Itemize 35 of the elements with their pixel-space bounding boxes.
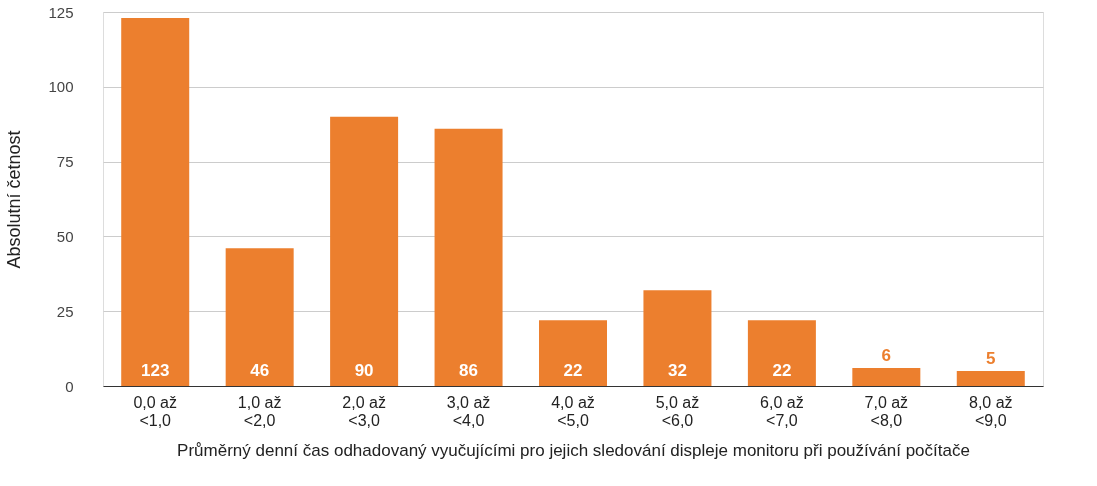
x-tick-label: 1,0 až <2,0 (237, 393, 282, 429)
y-tick-label: 100 (48, 78, 74, 96)
x-tick-label: 5,0 až <6,0 (655, 393, 700, 429)
bar (747, 320, 816, 386)
bar (225, 248, 294, 386)
x-tick-label: 2,0 až <3,0 (342, 393, 386, 429)
data-label: 90 (354, 361, 374, 380)
data-label: 22 (563, 361, 583, 380)
y-tick-label: 125 (48, 3, 74, 21)
x-tick-label: 7,0 až <8,0 (864, 393, 909, 429)
bar (643, 290, 712, 386)
bar (852, 368, 921, 386)
x-tick-label: 0,0 až <1,0 (133, 393, 178, 429)
bar (121, 17, 190, 386)
y-tick-label: 50 (56, 227, 74, 245)
data-label: 5 (986, 349, 996, 369)
x-axis-title: Průměrný denní čas odhadovaný vyučujícími pro jejich sledování displeje monitoru při používání počítače (177, 440, 970, 460)
bar (956, 371, 1025, 386)
data-label: 32 (667, 361, 687, 380)
x-tick-label: 4,0 až <5,0 (551, 393, 595, 429)
y-axis-title: Absolutní četnost (4, 130, 25, 269)
data-label: 123 (141, 361, 170, 380)
data-label: 46 (250, 361, 270, 380)
x-tick-label: 8,0 až <9,0 (968, 393, 1013, 429)
data-label: 6 (881, 346, 892, 366)
data-label: 22 (772, 361, 792, 380)
x-tick-label: 6,0 až <7,0 (760, 393, 804, 429)
bar (330, 116, 399, 386)
bar (539, 320, 607, 386)
bar (434, 128, 503, 386)
y-tick-label: 25 (56, 302, 74, 320)
x-tick-label: 3,0 až <4,0 (446, 393, 491, 429)
y-tick-label: 0 (65, 377, 74, 395)
y-tick-label: 75 (56, 153, 74, 171)
data-label: 86 (459, 361, 479, 380)
